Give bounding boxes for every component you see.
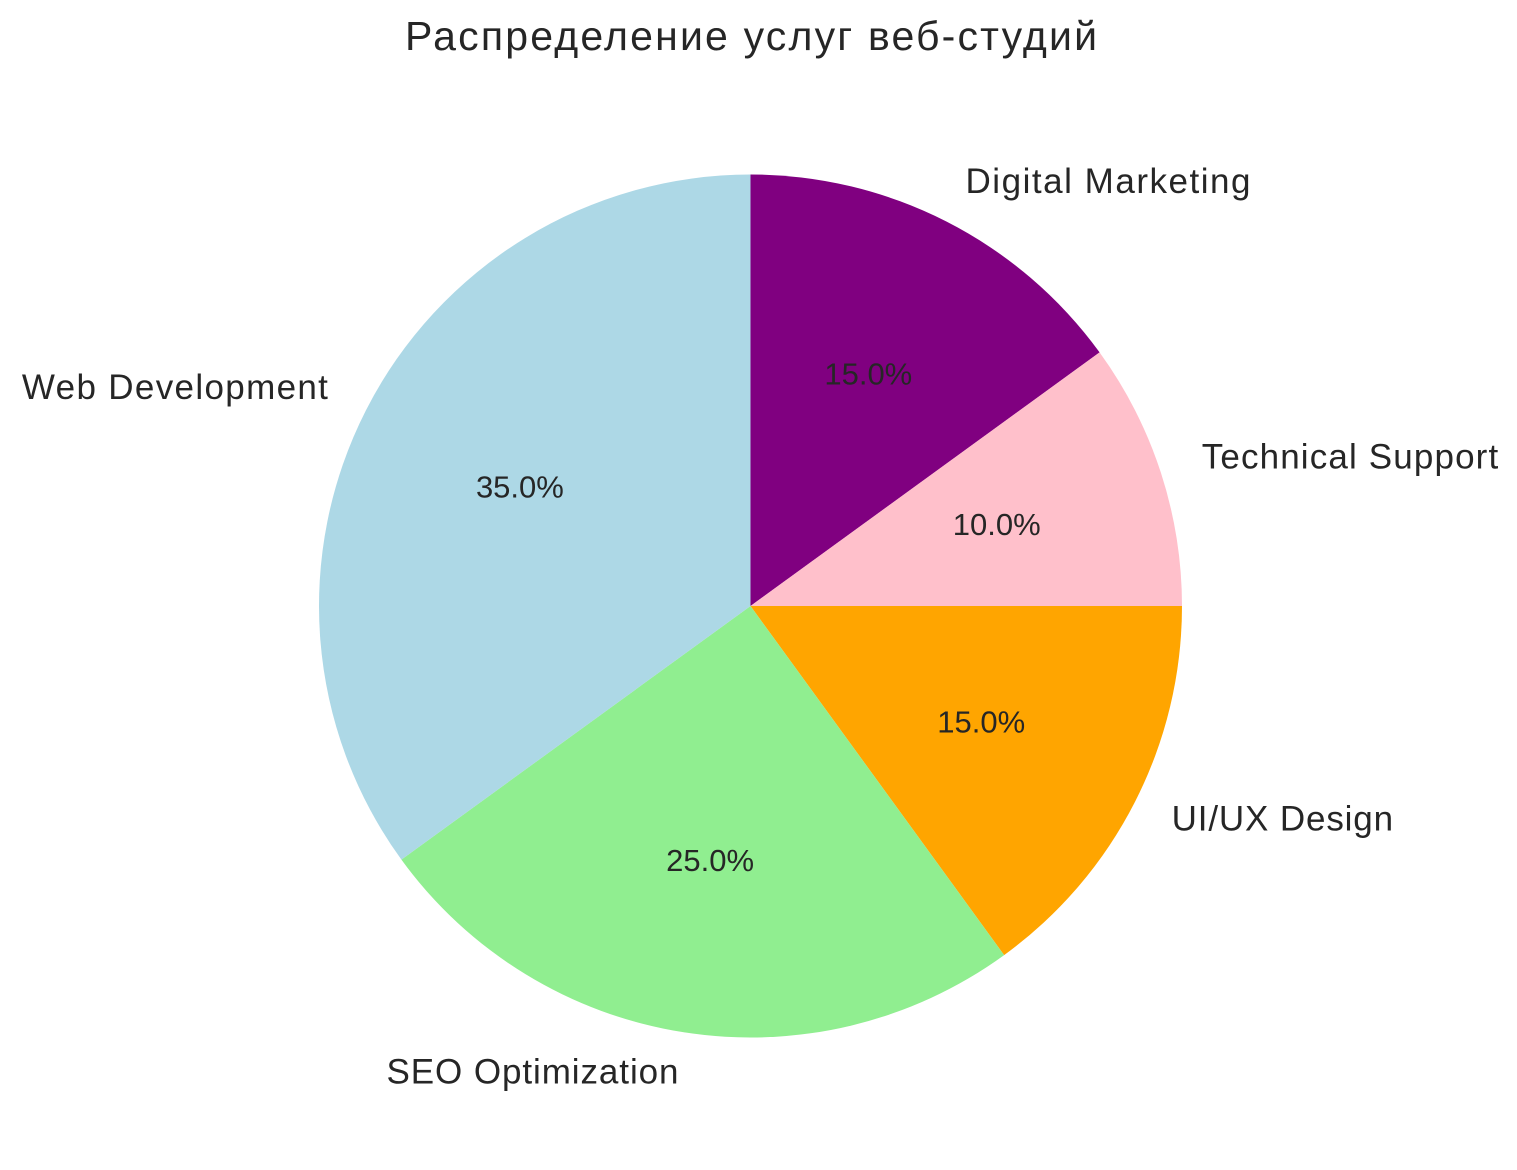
svg-text:15.0%: 15.0%	[937, 705, 1025, 740]
svg-text:10.0%: 10.0%	[953, 507, 1041, 542]
svg-text:35.0%: 35.0%	[476, 470, 564, 505]
svg-text:15.0%: 15.0%	[824, 356, 912, 391]
svg-text:SEO Optimization: SEO Optimization	[387, 1052, 679, 1091]
svg-text:25.0%: 25.0%	[666, 843, 754, 878]
svg-text:Technical Support: Technical Support	[1202, 438, 1499, 477]
svg-text:Web Development: Web Development	[22, 368, 328, 407]
svg-text:UI/UX Design: UI/UX Design	[1172, 800, 1394, 839]
svg-text:Распределение услуг веб-студий: Распределение услуг веб-студий	[405, 13, 1097, 59]
svg-text:Digital Marketing: Digital Marketing	[966, 162, 1251, 201]
